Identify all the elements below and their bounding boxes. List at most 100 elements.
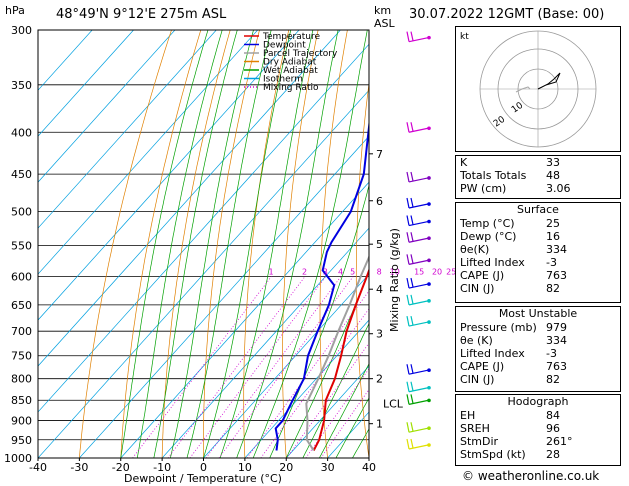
- wind-barb-shaft: [408, 387, 429, 393]
- datetime-header: 30.07.2022 12GMT (Base: 00): [409, 7, 605, 22]
- hodo-trace: [537, 72, 561, 90]
- k-value: 33: [546, 156, 560, 169]
- km-unit: km: [374, 4, 391, 17]
- km-tick-label: 7: [376, 148, 383, 161]
- x-tick-label: -40: [29, 461, 47, 474]
- wind-barb-flag: [406, 122, 410, 133]
- mu-li-value: -3: [546, 347, 557, 360]
- wind-barb-dot: [427, 320, 431, 324]
- hodo-table-title: Hodograph: [507, 395, 569, 408]
- tt-value: 48: [546, 169, 560, 182]
- wind-barb-shaft: [408, 220, 429, 227]
- pressure-tick-label: 850: [11, 394, 32, 407]
- wind-barb-flag: [406, 171, 410, 183]
- credit-text: © weatheronline.co.uk: [462, 469, 600, 483]
- pw-value: 3.06: [546, 182, 571, 195]
- stmspd-value: 28: [546, 448, 560, 461]
- wind-barb-flag: [406, 232, 410, 243]
- wind-barb-flag: [410, 364, 414, 374]
- isotherm--110: [38, 30, 134, 137]
- surface-panel: Surface Temp (°C) 25 Dewp (°C) 16 θe(K) 334…: [455, 202, 621, 303]
- wind-barb-flag: [410, 438, 414, 449]
- wind-barb-shaft: [408, 283, 429, 289]
- wind-barb-dot: [427, 35, 431, 40]
- km-tick-label: 2: [376, 373, 383, 386]
- wet-adiabat: [318, 363, 369, 458]
- wind-barb-shaft: [408, 237, 429, 243]
- isotherm--70: [38, 30, 300, 321]
- wind-barb-dot: [427, 398, 431, 403]
- series-parcel-trajectory: [305, 254, 369, 452]
- x-tick-label: 10: [238, 461, 252, 474]
- wind-barb-flag: [406, 254, 410, 265]
- mixing-ratio-line: [189, 276, 327, 458]
- pressure-tick-label: 750: [11, 350, 32, 363]
- wind-barb-flag: [410, 294, 414, 304]
- mu-title: Most Unstable: [498, 307, 578, 320]
- hodograph: kt 10 20: [455, 26, 621, 152]
- mixing-ratio-label: 15: [414, 267, 424, 276]
- dry-adiabat: [243, 30, 290, 458]
- series-temperature: [312, 267, 369, 451]
- dry-adiabat: [319, 30, 348, 458]
- wind-barb-flag: [410, 171, 414, 182]
- pressure-tick-label: 700: [11, 325, 32, 338]
- wind-barb-flag: [410, 422, 414, 432]
- dry-adiabat: [203, 30, 260, 458]
- eh-label: EH: [460, 409, 476, 422]
- wet-adiabat: [203, 30, 292, 458]
- isotherm-0: [203, 273, 369, 458]
- wind-barb-shaft: [408, 444, 429, 450]
- series-dewpoint: [274, 118, 369, 451]
- mu-cin-label: CIN (J): [460, 373, 495, 386]
- isotherm--30: [79, 135, 369, 458]
- surface-cin-label: CIN (J): [460, 282, 495, 295]
- hodo-storm-motion: [515, 86, 531, 93]
- dry-adiabat: [426, 30, 452, 458]
- tt-label: Totals Totals: [460, 169, 527, 182]
- pressure-tick-label: 800: [11, 373, 32, 386]
- hodograph-plot: kt 10 20: [460, 30, 597, 148]
- wind-barb-dot: [427, 299, 431, 303]
- mu-cin-value: 82: [546, 373, 560, 386]
- wind-barb-dot: [427, 126, 431, 131]
- wind-barb-flag: [406, 422, 410, 433]
- legend-entry: Mixing Ratio: [263, 83, 319, 93]
- mixing-ratio-label: 3: [323, 267, 328, 276]
- pressure-unit: hPa: [5, 4, 25, 17]
- stmspd-label: StmSpd (kt): [460, 448, 526, 461]
- isotherm--50: [38, 43, 369, 413]
- wet-adiabat: [186, 30, 272, 458]
- location-header: 48°49'N 9°12'E 275m ASL: [56, 7, 227, 22]
- pressure-tick-label: 650: [11, 299, 32, 312]
- legend-entry: Dry Adiabat: [263, 58, 317, 68]
- wet-adiabat: [335, 397, 369, 458]
- hodograph-unit: kt: [460, 32, 469, 42]
- mixing-ratio-label: 8: [377, 267, 382, 276]
- wind-barb-dot: [427, 258, 431, 263]
- legend-entry: Temperature: [262, 32, 320, 42]
- pressure-tick-label: 950: [11, 434, 32, 447]
- wind-barb-flag: [410, 232, 414, 242]
- wind-barb-shaft: [408, 399, 429, 405]
- mixing-ratio-line: [320, 388, 369, 458]
- km-tick-label: 6: [376, 195, 383, 208]
- mu-cape-value: 763: [546, 360, 567, 373]
- pressure-tick-label: 600: [11, 270, 32, 283]
- pressure-tick-label: 300: [11, 24, 32, 37]
- wind-barb-flag: [406, 31, 410, 42]
- mixing-ratio-label: 10: [390, 267, 400, 276]
- sreh-value: 96: [546, 422, 560, 435]
- mixing-ratio-line: [260, 308, 369, 458]
- mixing-ratio-line: [246, 290, 369, 458]
- lcl-label: LCL: [383, 398, 404, 411]
- mixing-ratio-axis-title: Mixing Ratio (g/kg): [388, 228, 401, 332]
- surface-li-value: -3: [546, 256, 557, 269]
- wind-barb-dot: [427, 282, 431, 286]
- wind-barb-flag: [410, 277, 414, 288]
- pw-label: PW (cm): [460, 182, 507, 195]
- stmdir-label: StmDir: [460, 435, 499, 448]
- x-tick-label: -20: [112, 461, 130, 474]
